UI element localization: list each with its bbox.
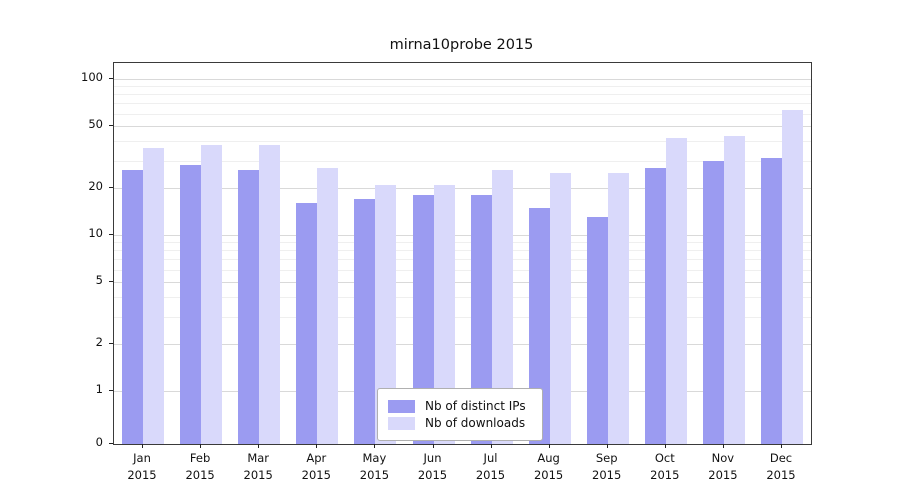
- legend-item-distinct-ips: Nb of distinct IPs: [388, 399, 526, 413]
- gridline: [114, 79, 811, 80]
- gridline: [114, 344, 811, 345]
- bar-distinct-ips: [412, 195, 434, 444]
- gridline: [114, 269, 811, 271]
- y-tick-label: 100: [81, 70, 103, 84]
- bar-distinct-ips: [296, 203, 318, 444]
- gridline: [114, 259, 811, 261]
- bar-distinct-ips: [702, 160, 724, 444]
- gridline: [114, 86, 811, 88]
- y-tick-mark: [109, 390, 113, 391]
- y-tick-mark: [109, 78, 113, 79]
- gridline: [114, 141, 811, 143]
- x-tick-label: Oct 2015: [650, 451, 680, 483]
- legend: Nb of distinct IPs Nb of downloads: [377, 388, 543, 441]
- bar-distinct-ips: [238, 170, 260, 444]
- y-tick-mark: [109, 443, 113, 444]
- legend-label-downloads: Nb of downloads: [425, 416, 526, 430]
- gridline: [114, 160, 811, 162]
- x-tick-mark: [606, 444, 608, 448]
- bar-distinct-ips: [470, 195, 492, 444]
- y-tick-label: 20: [88, 179, 103, 193]
- x-tick-label: Jun 2015: [417, 451, 448, 483]
- gridline: [114, 235, 811, 236]
- legend-label-distinct-ips: Nb of distinct IPs: [425, 399, 526, 413]
- x-tick-label: Dec 2015: [766, 451, 796, 483]
- legend-item-downloads: Nb of downloads: [388, 416, 526, 430]
- bar-distinct-ips: [354, 199, 376, 444]
- x-tick-mark: [490, 444, 492, 448]
- bar-distinct-ips: [761, 158, 782, 444]
- bar-downloads: [201, 144, 223, 444]
- x-tick-mark: [258, 444, 260, 448]
- bar-downloads: [259, 144, 281, 444]
- x-tick-mark: [316, 444, 318, 448]
- gridline: [114, 282, 811, 283]
- bar-distinct-ips: [180, 165, 202, 444]
- x-tick-mark: [142, 444, 143, 448]
- bar-distinct-ips: [586, 217, 608, 444]
- bar-downloads: [723, 136, 745, 444]
- bar-downloads: [665, 137, 687, 444]
- y-tick-mark: [109, 125, 113, 126]
- x-tick-mark: [664, 444, 666, 448]
- y-tick-mark: [109, 281, 113, 282]
- x-tick-label: Jan 2015: [127, 451, 157, 483]
- x-tick-label: Jul 2015: [475, 451, 506, 483]
- bar-downloads: [607, 172, 629, 444]
- gridline: [114, 297, 811, 299]
- y-tick-label: 5: [95, 273, 103, 287]
- bar-downloads: [317, 167, 339, 444]
- gridline: [114, 113, 811, 115]
- chart-title: mirna10probe 2015: [389, 37, 534, 53]
- y-tick-label: 10: [88, 226, 103, 240]
- gridline: [114, 242, 811, 244]
- x-tick-mark: [781, 444, 782, 448]
- x-tick-label: Sep 2015: [592, 451, 622, 483]
- x-tick-mark: [722, 444, 724, 448]
- x-tick-label: Feb 2015: [185, 451, 215, 483]
- x-tick-label: Nov 2015: [708, 451, 738, 483]
- bar-downloads: [375, 184, 397, 444]
- x-tick-mark: [432, 444, 434, 448]
- y-tick-mark: [109, 234, 113, 235]
- x-tick-mark: [548, 444, 550, 448]
- y-tick-mark: [109, 187, 113, 188]
- legend-swatch-distinct-ips: [388, 399, 415, 413]
- plot-area: [113, 62, 812, 445]
- bar-distinct-ips: [528, 207, 550, 444]
- bar-downloads: [143, 148, 164, 444]
- legend-swatch-downloads: [388, 416, 415, 430]
- bar-downloads: [782, 110, 803, 444]
- gridline: [114, 103, 811, 105]
- gridline: [114, 126, 811, 127]
- x-tick-mark: [374, 444, 376, 448]
- y-tick-label: 2: [95, 335, 103, 349]
- x-tick-label: Apr 2015: [301, 451, 331, 483]
- bar-distinct-ips: [644, 167, 666, 444]
- y-tick-mark: [109, 343, 113, 344]
- bar-downloads: [491, 170, 513, 444]
- y-tick-label: 0: [95, 435, 103, 449]
- bar-downloads: [549, 172, 571, 444]
- gridline: [114, 316, 811, 318]
- x-tick-label: Mar 2015: [243, 451, 273, 483]
- bar-distinct-ips: [122, 170, 143, 444]
- gridline: [114, 94, 811, 96]
- bar-downloads: [433, 184, 455, 444]
- y-tick-label: 1: [95, 382, 103, 396]
- gridline: [114, 250, 811, 252]
- y-tick-label: 50: [88, 117, 103, 131]
- x-tick-label: Aug 2015: [533, 451, 564, 483]
- x-tick-label: May 2015: [359, 451, 390, 483]
- x-tick-mark: [200, 444, 202, 448]
- gridline: [114, 188, 811, 189]
